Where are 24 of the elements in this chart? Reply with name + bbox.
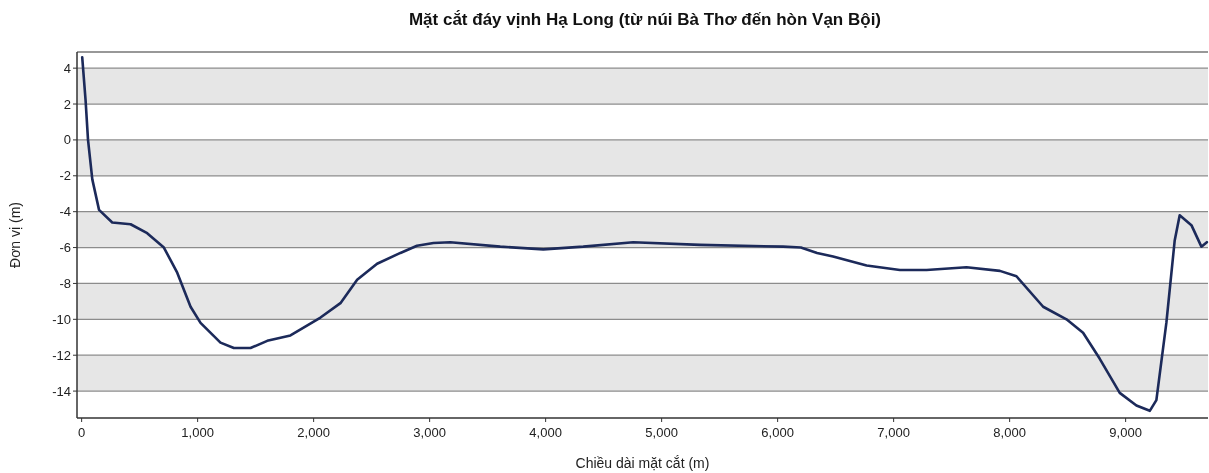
y-tick-label: -8 <box>59 275 71 291</box>
x-tick-label: 1,000 <box>181 425 214 440</box>
y-tick-label: -4 <box>59 204 71 220</box>
y-tick-label: 2 <box>63 96 71 112</box>
y-tick-label: -14 <box>52 383 71 399</box>
y-tick-label: -12 <box>52 347 71 363</box>
y-tick-label: -6 <box>59 240 71 256</box>
x-tick-label: 4,000 <box>529 425 562 440</box>
x-tick-label: 6,000 <box>761 425 794 440</box>
x-tick-label: 2,000 <box>297 425 330 440</box>
x-axis-title: Chiều dài mặt cắt (m) <box>575 455 710 471</box>
line-series <box>80 56 1209 413</box>
y-tick-label: 0 <box>63 132 71 148</box>
x-tick-label: 8,000 <box>993 425 1026 440</box>
x-tick-label: 9,000 <box>1109 425 1142 440</box>
y-tick-label: -10 <box>52 311 71 327</box>
x-tick-label: 3,000 <box>413 425 446 440</box>
y-axis-title: Đơn vị (m) <box>7 202 23 268</box>
x-tick-label: 0 <box>78 425 86 440</box>
y-tick-label: -2 <box>59 168 71 184</box>
x-tick-label: 7,000 <box>877 425 910 440</box>
chart-title: Mặt cắt đáy vịnh Hạ Long (từ núi Bà Thơ đến hòn Vạn Bội) <box>408 10 882 29</box>
x-tick-label: 5,000 <box>645 425 678 440</box>
y-tick-label: 4 <box>63 60 71 76</box>
